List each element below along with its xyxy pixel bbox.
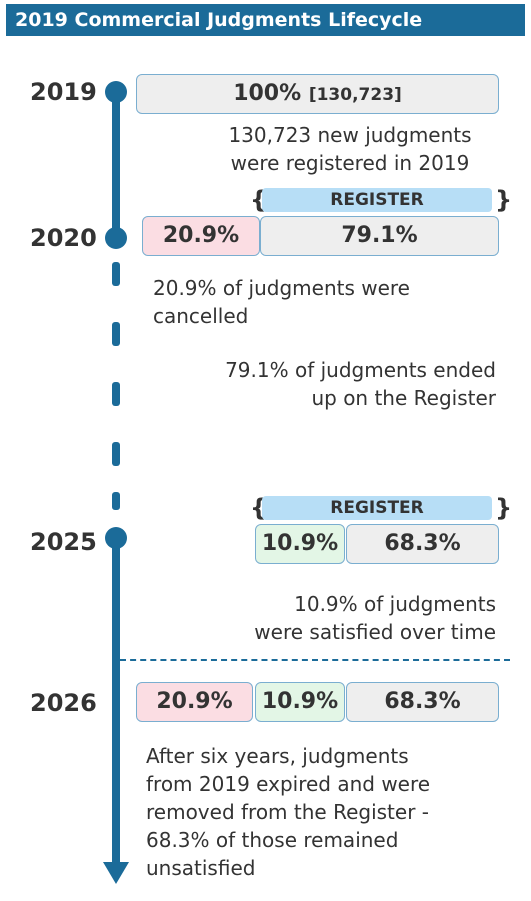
total-2019-box: 100% [130,723] xyxy=(136,74,499,114)
timeline-segment-top xyxy=(112,92,120,238)
description-expired: After six years, judgments from 2019 exp… xyxy=(146,744,431,880)
timeline-dash xyxy=(112,262,120,286)
page-title: 2019 Commercial Judgments Lifecycle xyxy=(6,4,525,36)
total-count: [130,723] xyxy=(308,85,402,105)
year-2019: 2019 xyxy=(30,78,97,106)
register-band-2020: REGISTER xyxy=(262,188,492,212)
remaining-box-2026: 68.3% xyxy=(346,682,499,722)
timeline-dash xyxy=(112,442,120,466)
satisfied-box-2026: 10.9% xyxy=(255,682,345,722)
register-box-2020: 79.1% xyxy=(260,216,499,256)
timeline-arrow-icon xyxy=(103,862,129,884)
satisfied-box-2025: 10.9% xyxy=(255,524,345,564)
year-2020: 2020 xyxy=(30,224,97,252)
timeline-dot-2020 xyxy=(105,227,127,249)
timeline-segment-bottom xyxy=(112,538,120,866)
timeline-dot-2019 xyxy=(105,81,127,103)
description-cancelled: 20.9% of judgments were cancelled xyxy=(153,276,410,328)
separator-line xyxy=(120,659,510,661)
cancelled-box-2020: 20.9% xyxy=(142,216,260,256)
description-register: 79.1% of judgments ended up on the Regis… xyxy=(225,358,496,410)
register-band-2025: REGISTER xyxy=(262,496,492,520)
register-box-2025: 68.3% xyxy=(346,524,499,564)
year-2025: 2025 xyxy=(30,528,97,556)
year-2026: 2026 xyxy=(30,689,97,717)
timeline-dash xyxy=(112,382,120,406)
description-2019: 130,723 new judgments were registered in… xyxy=(228,123,472,175)
description-satisfied: 10.9% of judgments were satisfied over t… xyxy=(254,592,496,644)
timeline-dot-2025 xyxy=(105,527,127,549)
timeline-dash xyxy=(112,322,120,346)
total-percent: 100% xyxy=(233,81,302,106)
brace-close: } xyxy=(495,186,513,214)
cancelled-box-2026: 20.9% xyxy=(136,682,253,722)
brace-close: } xyxy=(495,494,513,522)
timeline-dash xyxy=(112,492,120,510)
